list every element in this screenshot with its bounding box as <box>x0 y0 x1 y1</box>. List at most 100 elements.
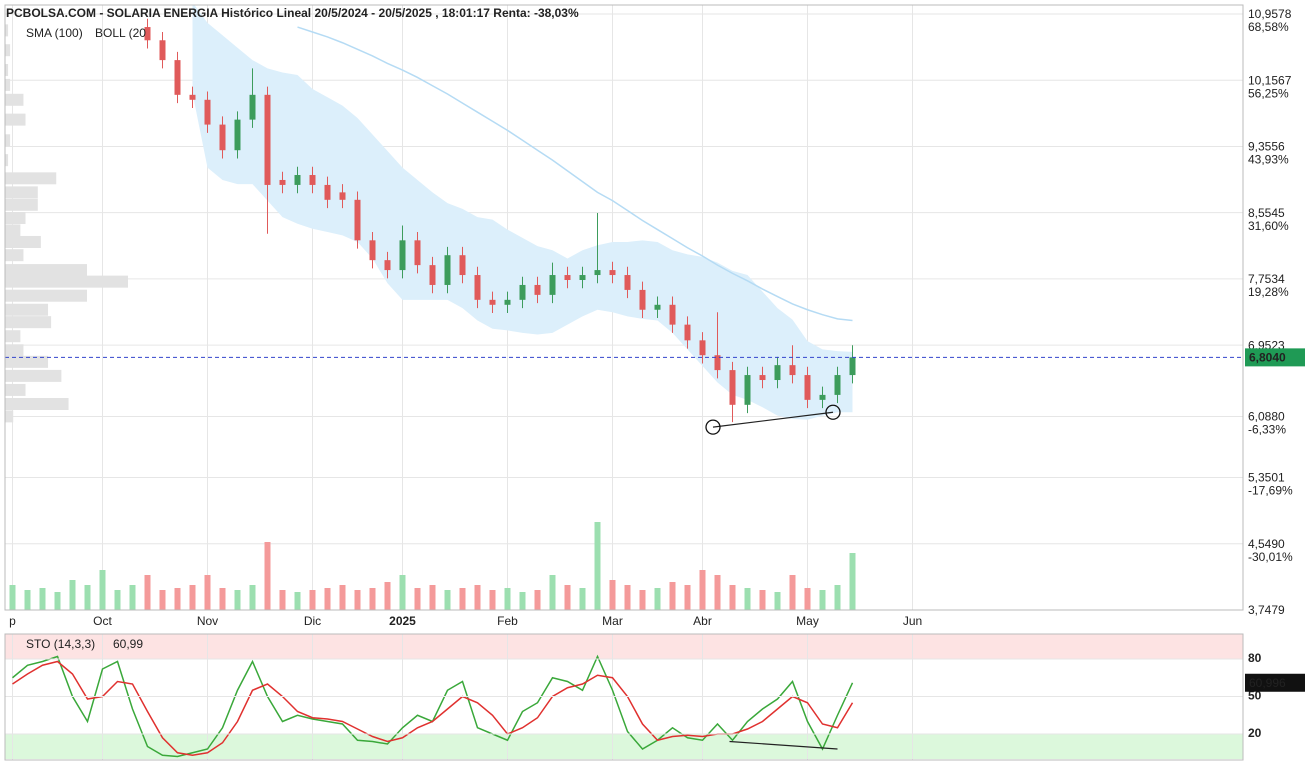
volume-bar <box>219 588 226 610</box>
overbought-zone <box>5 634 1243 659</box>
volume-bar <box>594 522 601 610</box>
sma-line <box>297 26 853 322</box>
x-tick-label: Nov <box>197 614 218 628</box>
volume-bar <box>834 585 841 610</box>
volume-bar <box>549 575 556 610</box>
volume-bar <box>624 585 631 610</box>
volume-profile-bar <box>5 397 69 410</box>
candle-body <box>414 240 421 266</box>
volume-bar <box>159 590 166 610</box>
volume-profile-bar <box>5 154 9 167</box>
volume-bar <box>264 542 271 610</box>
trend-point <box>825 404 841 420</box>
candle-body <box>774 365 781 381</box>
volume-bar <box>639 590 646 610</box>
volume-bar <box>189 585 196 610</box>
candle-body <box>444 255 451 285</box>
volume-profile-bar <box>5 113 26 126</box>
candle-body <box>804 375 811 400</box>
volume-bar <box>144 575 151 610</box>
candle-body <box>699 340 706 356</box>
candle-body <box>534 284 541 295</box>
candle-body <box>549 275 556 295</box>
last-price-box <box>1245 348 1305 367</box>
candle-body <box>429 265 436 285</box>
y-tick-label: 6,0880 <box>1248 410 1285 424</box>
volume-bar <box>399 575 406 610</box>
volume-profile-bar <box>5 78 11 91</box>
legend-boll: BOLL (20 <box>95 26 146 40</box>
volume-bar <box>234 590 241 610</box>
sto-pane <box>5 634 1243 760</box>
candle-body <box>819 394 826 400</box>
volume-profile-bar <box>5 211 26 224</box>
candle-body <box>339 192 346 200</box>
y-tick-label: 7,7534 <box>1248 272 1285 286</box>
volume-bar <box>24 590 31 610</box>
volume-bar <box>99 570 106 610</box>
sto-title: STO (14,3,3) <box>26 637 95 651</box>
volume-bar <box>759 590 766 610</box>
candle-body <box>459 255 466 276</box>
bollinger-band <box>192 5 853 420</box>
legend-sma: SMA (100) <box>26 26 83 40</box>
volume-bar <box>369 588 376 610</box>
volume-bar <box>519 592 526 610</box>
candle-body <box>744 375 751 405</box>
volume-bar <box>579 588 586 610</box>
candle-body <box>504 299 511 305</box>
y-tick-label: 8,5545 <box>1248 206 1285 220</box>
y-tick-label: 80 <box>1248 651 1262 665</box>
y-tick-percent: -6,33% <box>1248 423 1286 437</box>
volume-profile-bar <box>5 369 62 382</box>
volume-bar <box>309 590 316 610</box>
volume-bar <box>684 585 691 610</box>
trendline <box>712 411 834 428</box>
y-tick-label: 20 <box>1248 726 1262 740</box>
volume-bar <box>429 585 436 610</box>
volume-profile-bar <box>5 44 11 57</box>
volume-bar <box>669 582 676 610</box>
candle-body <box>789 365 796 376</box>
volume-profile-bar <box>5 249 24 262</box>
volume-bar <box>729 585 736 610</box>
candle-body <box>249 94 256 120</box>
candle-body <box>204 99 211 125</box>
volume-bar <box>699 570 706 610</box>
volume-bar <box>84 585 91 610</box>
volume-profile-bar <box>5 303 49 316</box>
candle-body <box>144 27 151 41</box>
volume-bar <box>504 588 511 610</box>
candle-body <box>399 240 406 271</box>
volume-profile-bar <box>5 24 9 37</box>
sto-value: 60,99 <box>113 637 143 651</box>
volume-profile-bar <box>5 235 41 248</box>
price-pane <box>5 5 1243 610</box>
last-price-label: 6,8040 <box>1249 351 1286 365</box>
volume-bar <box>384 582 391 610</box>
volume-bar <box>414 588 421 610</box>
volume-bar <box>789 575 796 610</box>
last-value-box <box>1245 673 1305 692</box>
candle-body <box>474 275 481 300</box>
x-tick-label: Abr <box>693 614 712 628</box>
candle-body <box>174 60 181 95</box>
y-tick-percent: 31,60% <box>1248 219 1289 233</box>
trendline <box>729 740 838 750</box>
volume-profile-bar <box>5 383 26 396</box>
candle-body <box>369 240 376 261</box>
volume-bar <box>774 592 781 610</box>
candle-body <box>489 299 496 305</box>
volume-bar <box>324 588 331 610</box>
candle-body <box>264 94 271 185</box>
volume-bar <box>444 590 451 610</box>
candle-body <box>669 304 676 325</box>
candle-body <box>159 40 166 61</box>
volume-bar <box>129 585 136 610</box>
x-tick-label: Jun <box>903 614 922 628</box>
volume-profile-bar <box>5 330 21 343</box>
volume-bar <box>804 588 811 610</box>
candle-body <box>849 357 856 376</box>
